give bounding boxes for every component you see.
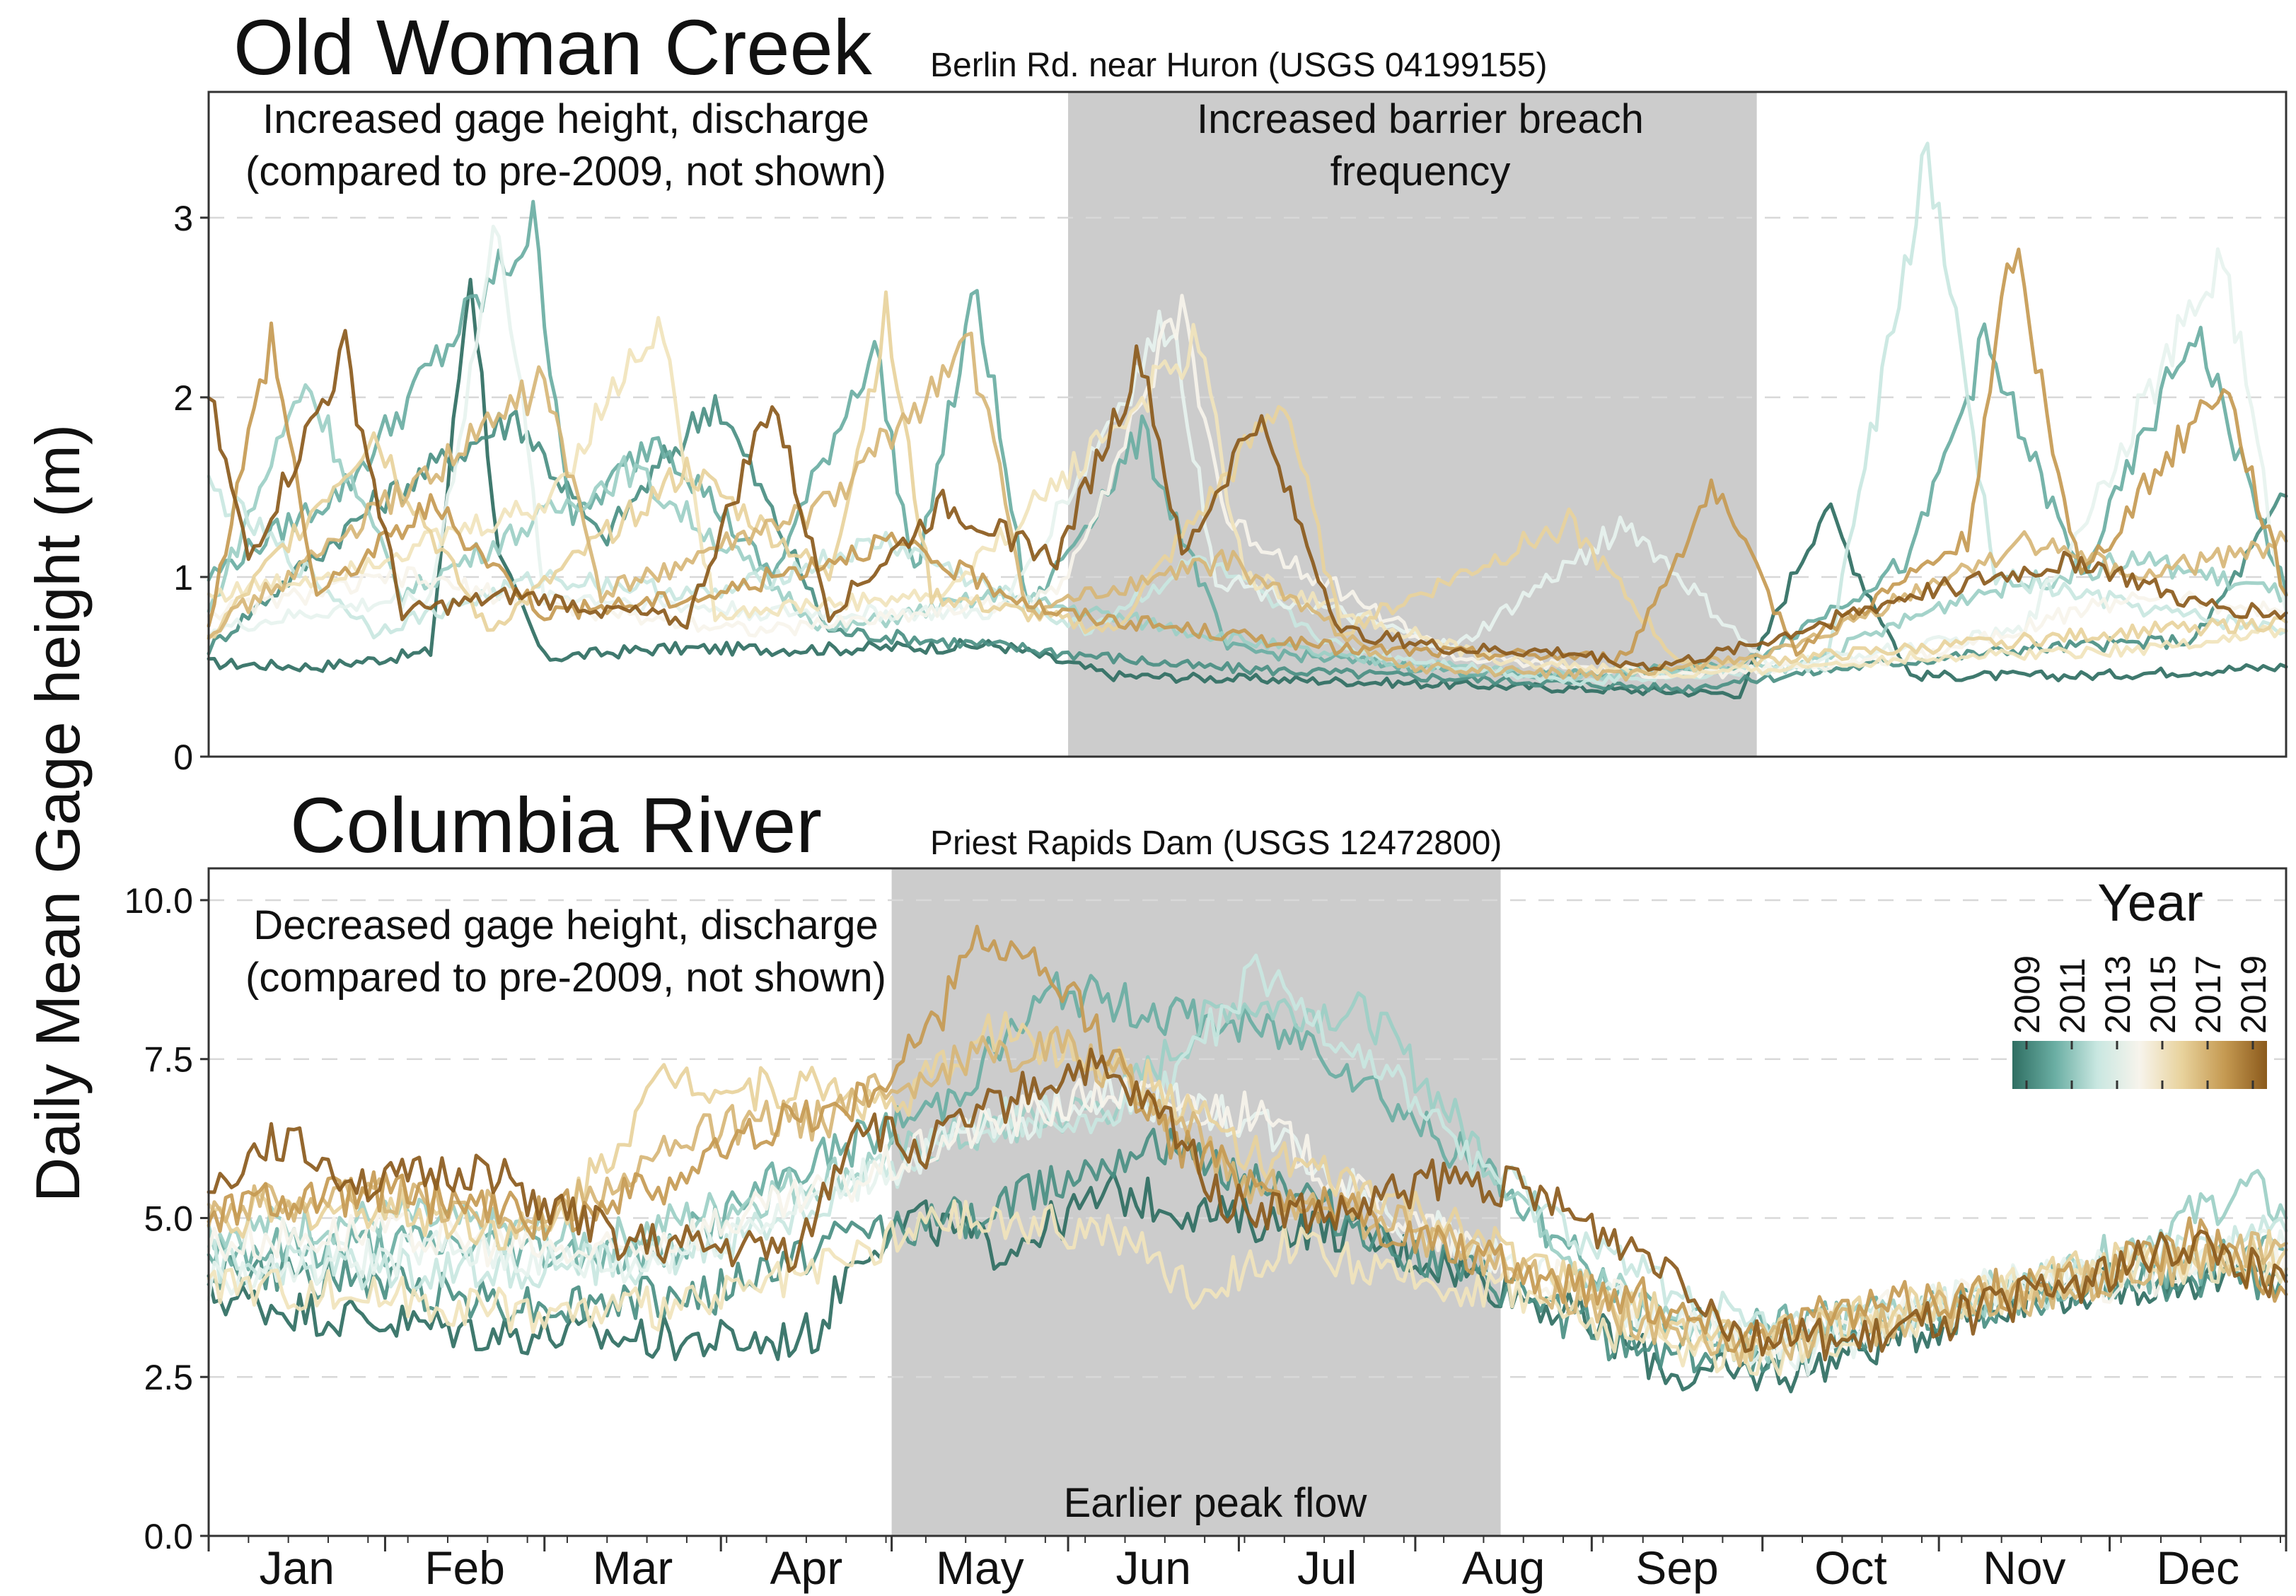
legend-year-label: 2009 xyxy=(2007,955,2047,1034)
month-axis: Jan Feb Mar Apr May Jun Jul Aug Sep Oct Nov Dec xyxy=(207,1536,2288,1594)
series-2019-line xyxy=(207,247,2288,665)
old-woman-creek-note-line-2: (compared to pre-2009, not shown) xyxy=(245,148,886,194)
series-2016-line xyxy=(207,1199,2288,1377)
columbia-river-note-line-1: Decreased gage height, discharge xyxy=(253,902,878,948)
month-label: Jun xyxy=(1116,1542,1191,1594)
y-tick-label: 0 xyxy=(173,738,193,777)
series-2017-line xyxy=(207,290,2288,673)
y-tick-label: 5.0 xyxy=(144,1199,193,1238)
columbia-river-title: Columbia River xyxy=(290,782,822,869)
old-woman-creek-series xyxy=(207,141,2288,699)
month-label: Dec xyxy=(2157,1542,2239,1594)
legend-title: Year xyxy=(2097,873,2203,932)
old-woman-creek-panel: 0 1 2 3 Old Woman Creek Berlin Rd. near Hur… xyxy=(173,4,2288,777)
series-2011-line xyxy=(207,199,2288,680)
columbia-river-panel: 0.0 2.5 5.0 7.5 10.0 Columbia River Priest R… xyxy=(124,782,2288,1556)
columbia-river-plot-frame xyxy=(207,867,2288,1537)
series-2015-line xyxy=(207,293,2288,680)
columbia-river-series xyxy=(207,924,2288,1394)
legend-year-label: 2015 xyxy=(2143,955,2183,1034)
columbia-river-subtitle: Priest Rapids Dam (USGS 12472800) xyxy=(930,825,1502,862)
series-2019-line xyxy=(207,329,2288,672)
legend-year-label: 2011 xyxy=(2053,957,2092,1034)
barrier-breach-shaded-region xyxy=(1068,92,1757,757)
series-2019-line xyxy=(207,1047,2288,1362)
month-label: Oct xyxy=(1814,1542,1887,1594)
old-woman-creek-y-ticks: 0 1 2 3 xyxy=(173,199,209,777)
month-label: May xyxy=(936,1542,1024,1594)
barrier-breach-label-line-2: frequency xyxy=(1330,148,1511,194)
columbia-river-note-line-2: (compared to pre-2009, not shown) xyxy=(245,955,886,1001)
series-2017-line xyxy=(207,1010,2288,1364)
month-label: Aug xyxy=(1462,1542,1545,1594)
month-label: Apr xyxy=(770,1542,843,1594)
legend-year-label: 2013 xyxy=(2098,955,2138,1034)
legend-color-bar xyxy=(2012,1041,2267,1089)
y-tick-label: 2 xyxy=(173,378,193,418)
y-tick-label: 10.0 xyxy=(124,881,193,921)
month-label: Jan xyxy=(260,1542,335,1594)
y-axis-title: Daily Mean Gage height (m) xyxy=(23,424,93,1202)
old-woman-creek-title: Old Woman Creek xyxy=(233,4,873,91)
old-woman-creek-note-line-1: Increased gage height, discharge xyxy=(262,96,869,142)
month-label: Feb xyxy=(424,1542,505,1594)
legend-ticks xyxy=(2025,1041,2254,1089)
month-label: Mar xyxy=(593,1542,673,1594)
y-tick-label: 1 xyxy=(173,558,193,598)
year-legend: Year 2009 2011 2013 2015 2017 2019 xyxy=(2007,873,2273,1089)
y-tick-label: 0.0 xyxy=(144,1517,193,1556)
columbia-river-y-ticks: 0.0 2.5 5.0 7.5 10.0 xyxy=(124,881,209,1556)
y-tick-label: 7.5 xyxy=(144,1040,193,1080)
y-tick-label: 3 xyxy=(173,199,193,238)
month-label: Nov xyxy=(1983,1542,2065,1594)
old-woman-creek-subtitle: Berlin Rd. near Huron (USGS 04199155) xyxy=(930,47,1547,84)
series-2012-line xyxy=(207,383,2288,682)
earlier-peak-flow-shaded-region xyxy=(891,868,1501,1536)
earlier-peak-flow-label: Earlier peak flow xyxy=(1064,1480,1368,1526)
legend-year-label: 2017 xyxy=(2188,955,2228,1034)
legend-year-labels: 2009 2011 2013 2015 2017 2019 xyxy=(2007,955,2273,1034)
month-label: Sep xyxy=(1635,1542,1718,1594)
legend-year-label: 2019 xyxy=(2234,955,2273,1034)
series-2009-line xyxy=(207,277,2288,699)
old-woman-creek-plot-frame xyxy=(207,91,2288,758)
month-label: Jul xyxy=(1297,1542,1357,1594)
barrier-breach-label-line-1: Increased barrier breach xyxy=(1197,96,1644,142)
y-tick-label: 2.5 xyxy=(144,1358,193,1397)
